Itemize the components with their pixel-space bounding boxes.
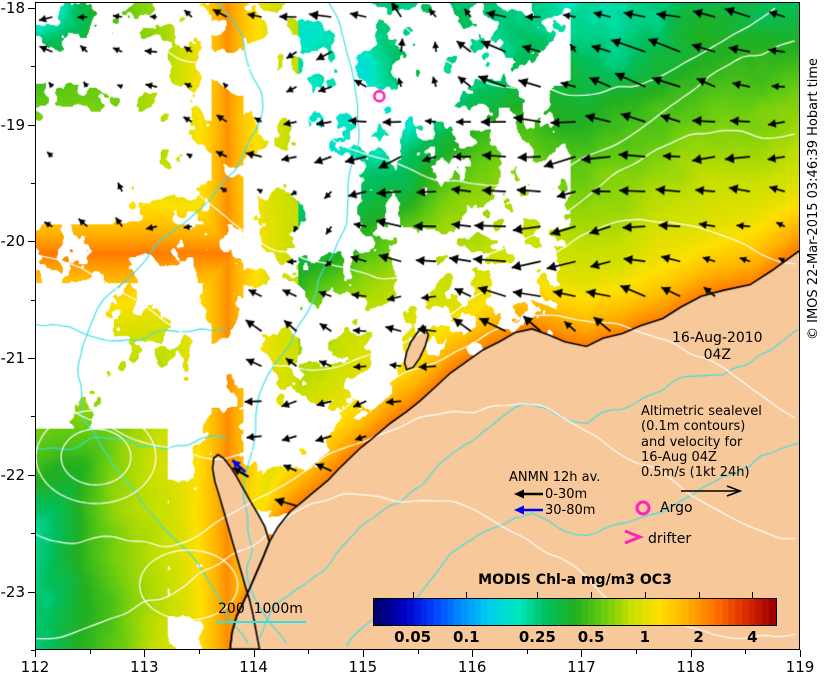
y-axis-tick-label: -20	[0, 232, 26, 251]
x-axis-tick-label: 114	[239, 658, 268, 676]
x-axis-tick	[89, 650, 91, 654]
y-axis-tick	[28, 124, 35, 126]
x-axis-tick	[417, 650, 419, 654]
y-axis-tick	[28, 241, 35, 243]
date-stamp: 16-Aug-2010 04Z	[672, 330, 763, 363]
colorbar-tick	[466, 592, 468, 598]
copyright-credit: © IMOS 22-Mar-2015 03:46:39 Hobart time	[806, 57, 821, 340]
anmn-legend-label-0: 0-30m	[545, 487, 588, 502]
y-axis-tick-label: -22	[0, 465, 26, 484]
bathymetry-legend-line	[216, 621, 306, 623]
anmn-arrow-30-80m-icon	[514, 505, 543, 515]
x-axis-tick	[636, 650, 638, 654]
anmn-legend-title: ANMN 12h av.	[509, 470, 601, 485]
x-axis-tick	[253, 650, 255, 657]
bathymetry-legend-label: 200 1000m	[218, 601, 303, 617]
y-axis-tick	[28, 7, 35, 9]
colorbar-title: MODIS Chl-a mg/m3 OC3	[478, 572, 672, 588]
colorbar-tick	[644, 592, 646, 598]
colorbar-tick-label: 4	[747, 628, 758, 646]
x-axis-tick-label: 117	[567, 658, 596, 676]
colorbar-tick	[591, 592, 593, 598]
x-axis-tick-label: 116	[457, 658, 487, 676]
x-axis-tick-label: 115	[348, 658, 378, 676]
y-axis-tick-label: -18	[0, 0, 26, 17]
y-axis-tick	[28, 474, 35, 476]
argo-legend-label: Argo	[660, 500, 693, 516]
x-axis-tick	[308, 650, 310, 654]
velocity-vector-overlay	[36, 3, 799, 649]
anmn-arrow-0-30m-icon	[514, 489, 543, 499]
drifter-legend-label: drifter	[648, 531, 692, 547]
x-axis-tick	[526, 650, 528, 654]
x-axis-tick	[690, 650, 692, 657]
colorbar-tick	[698, 592, 700, 598]
x-axis-tick	[745, 650, 747, 654]
x-axis-tick	[198, 650, 200, 654]
colorbar	[373, 598, 777, 626]
x-axis-tick	[144, 650, 146, 657]
drifter-marker-icon	[624, 529, 645, 545]
colorbar-tick	[537, 592, 539, 598]
map-plot-area	[35, 2, 800, 650]
x-axis-tick	[362, 650, 364, 657]
x-axis-tick	[35, 650, 36, 657]
x-axis-tick-label: 113	[129, 658, 159, 676]
x-axis-tick	[581, 650, 583, 657]
y-axis-tick-label: -19	[0, 115, 26, 134]
argo-marker-icon	[635, 500, 651, 516]
y-axis-tick	[31, 650, 35, 651]
colorbar-tick-label: 0.1	[453, 628, 480, 646]
x-axis-tick-label: 119	[785, 658, 815, 676]
velocity-scale-arrow-icon	[681, 485, 742, 497]
y-axis-tick	[31, 533, 35, 535]
y-axis-tick-label: -23	[0, 582, 26, 601]
y-axis-tick	[31, 182, 35, 184]
y-axis-tick-label: -21	[0, 349, 26, 368]
x-axis-tick-label: 112	[20, 658, 50, 676]
x-axis-tick-label: 118	[676, 658, 706, 676]
y-axis-tick	[31, 66, 35, 68]
anmn-legend-label-1: 30-80m	[545, 503, 596, 518]
colorbar-tick-label: 1	[639, 628, 651, 646]
x-axis-tick	[472, 650, 474, 657]
y-axis-tick	[28, 591, 35, 593]
altimetry-legend-text: Altimetric sealevel (0.1m contours) and …	[641, 404, 762, 481]
colorbar-tick-label: 0.25	[518, 628, 556, 646]
colorbar-tick-label: 0.05	[394, 628, 432, 646]
y-axis-tick	[31, 299, 35, 301]
colorbar-tick	[412, 592, 414, 598]
colorbar-tick-label: 2	[693, 628, 704, 646]
colorbar-tick	[752, 592, 754, 598]
y-axis-tick	[28, 358, 35, 360]
x-axis-tick	[800, 650, 801, 657]
y-axis-tick	[31, 416, 35, 418]
colorbar-tick-label: 0.5	[577, 628, 605, 646]
